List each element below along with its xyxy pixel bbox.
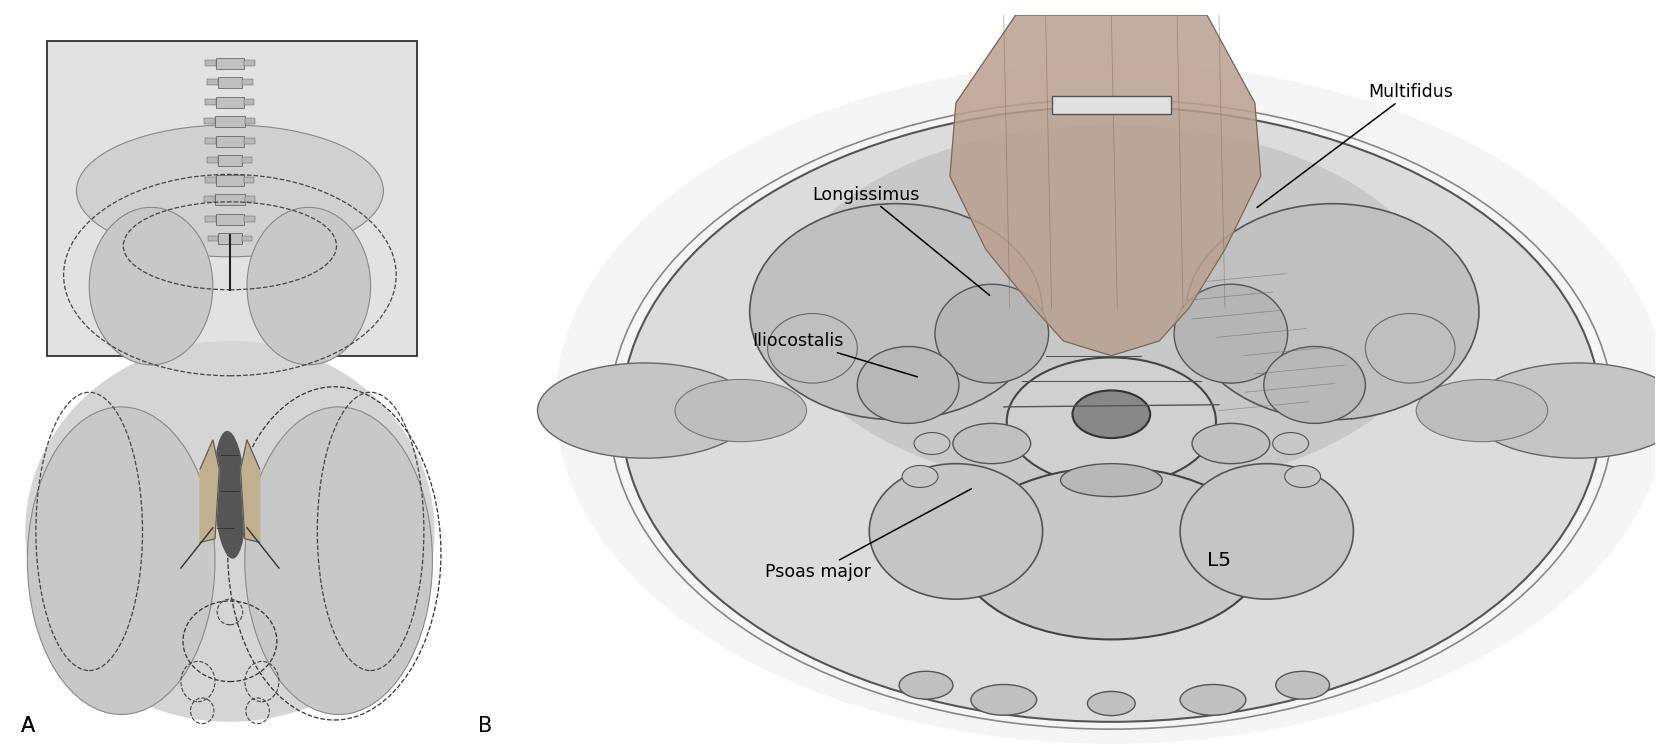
Ellipse shape xyxy=(1180,464,1353,599)
Bar xyxy=(207,236,217,242)
Bar xyxy=(244,216,254,222)
Bar xyxy=(206,216,216,222)
Bar xyxy=(207,158,217,163)
Ellipse shape xyxy=(782,125,1440,491)
Bar xyxy=(216,97,244,108)
Ellipse shape xyxy=(1185,204,1480,420)
Ellipse shape xyxy=(244,407,433,714)
Bar xyxy=(206,138,216,143)
Ellipse shape xyxy=(749,204,1043,420)
Ellipse shape xyxy=(1180,685,1246,715)
Ellipse shape xyxy=(903,466,938,488)
Bar xyxy=(217,233,242,245)
Ellipse shape xyxy=(1284,466,1321,488)
Ellipse shape xyxy=(1060,464,1162,497)
Bar xyxy=(216,174,244,186)
Text: Longissimus: Longissimus xyxy=(813,186,990,295)
Polygon shape xyxy=(201,440,219,542)
Bar xyxy=(216,194,244,205)
Bar xyxy=(244,177,254,183)
Polygon shape xyxy=(950,15,1261,356)
Ellipse shape xyxy=(1470,363,1672,458)
Bar xyxy=(244,60,254,66)
Bar xyxy=(204,196,216,202)
Text: A: A xyxy=(22,716,35,736)
Ellipse shape xyxy=(869,464,1043,599)
Ellipse shape xyxy=(935,284,1048,383)
Text: A: A xyxy=(22,716,35,736)
Bar xyxy=(216,116,244,127)
Bar xyxy=(216,136,244,146)
Ellipse shape xyxy=(1072,390,1150,438)
Bar xyxy=(242,158,252,163)
Ellipse shape xyxy=(915,433,950,455)
Bar xyxy=(206,60,216,66)
Text: B: B xyxy=(478,716,492,736)
Bar xyxy=(1052,96,1170,114)
Bar xyxy=(47,41,418,356)
Ellipse shape xyxy=(1366,313,1455,383)
Ellipse shape xyxy=(675,380,806,442)
Bar xyxy=(244,138,254,143)
Ellipse shape xyxy=(1087,692,1135,716)
Ellipse shape xyxy=(1416,380,1548,442)
Bar xyxy=(206,99,216,105)
Ellipse shape xyxy=(767,313,858,383)
Ellipse shape xyxy=(1007,357,1216,485)
Bar xyxy=(244,196,256,202)
Bar xyxy=(242,236,252,242)
Bar xyxy=(207,79,217,85)
Bar xyxy=(206,177,216,183)
Ellipse shape xyxy=(900,671,953,699)
Bar xyxy=(217,156,242,166)
Text: Multifidus: Multifidus xyxy=(1257,83,1453,208)
Ellipse shape xyxy=(77,125,383,257)
Ellipse shape xyxy=(537,363,752,458)
Text: Iliocostalis: Iliocostalis xyxy=(752,332,918,377)
Bar xyxy=(216,214,244,225)
Ellipse shape xyxy=(1174,284,1287,383)
Ellipse shape xyxy=(971,685,1037,715)
Ellipse shape xyxy=(27,407,216,714)
Bar xyxy=(217,77,242,88)
Ellipse shape xyxy=(953,424,1030,464)
Bar xyxy=(244,119,256,125)
Ellipse shape xyxy=(214,431,246,559)
Ellipse shape xyxy=(25,341,435,722)
Ellipse shape xyxy=(858,347,960,424)
Bar xyxy=(244,99,254,105)
Text: L5: L5 xyxy=(1207,551,1231,570)
Ellipse shape xyxy=(1276,671,1329,699)
Ellipse shape xyxy=(555,63,1667,744)
Bar xyxy=(242,79,252,85)
Ellipse shape xyxy=(247,208,371,365)
Ellipse shape xyxy=(1192,424,1269,464)
Bar xyxy=(216,57,244,69)
Ellipse shape xyxy=(622,106,1602,722)
Ellipse shape xyxy=(89,208,212,365)
Polygon shape xyxy=(241,440,259,542)
Ellipse shape xyxy=(1272,433,1309,455)
Ellipse shape xyxy=(1264,347,1366,424)
Text: Psoas major: Psoas major xyxy=(764,488,971,581)
Bar xyxy=(204,119,216,125)
Ellipse shape xyxy=(960,467,1264,639)
